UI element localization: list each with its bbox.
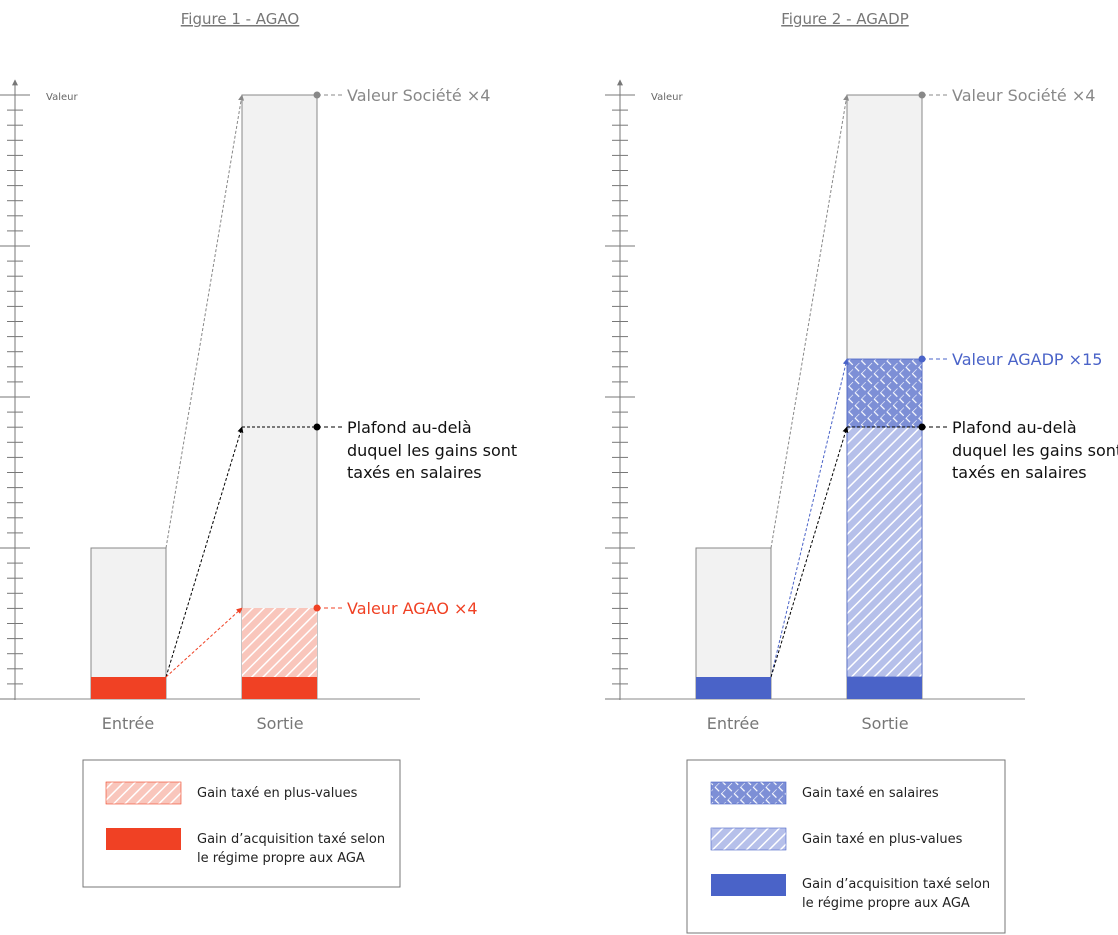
arrow-agao [165,607,243,678]
label-ceiling-2: duquel les gains sont [952,441,1118,460]
label-company-value: Valeur Société ×4 [952,86,1095,105]
legend-1: Gain taxé en plus-values Gain d’acquisit… [82,759,401,888]
label-agao-value: Valeur AGAO ×4 [347,599,478,618]
label-ceiling-1: Plafond au-delà [952,418,1077,437]
bar-sortie-capital-gain [242,608,317,677]
arrow-ceiling [165,426,244,678]
legend-item: le régime propre aux AGA [802,896,970,911]
y-axis [605,79,635,700]
legend-2: Gain taxé en salaires Gain taxé en plus-… [686,759,1006,934]
category-entree: Entrée [707,714,759,733]
figure-1: Figure 1 - AGAO Valeur Valeur Société ×4… [0,10,517,888]
axis-label: Valeur [46,92,78,103]
bar-sortie-aga-gain [847,677,922,699]
bar-entree [695,547,772,700]
label-agadp-value: Valeur AGADP ×15 [952,350,1102,369]
legend-item: Gain d’acquisition taxé selon [197,832,385,847]
legend-item: Gain taxé en plus-values [197,786,358,801]
y-axis [0,79,30,700]
bar-entree-aga-gain [91,677,166,699]
figure-1-title: Figure 1 - AGAO [181,10,299,28]
arrow-agadp [770,358,849,678]
label-company-value: Valeur Société ×4 [347,86,490,105]
legend-item: Gain taxé en salaires [802,786,939,801]
category-sortie: Sortie [256,714,303,733]
bar-entree-aga-gain [696,677,771,699]
category-sortie: Sortie [861,714,908,733]
category-entree: Entrée [102,714,154,733]
arrow-company [770,94,850,549]
label-ceiling-3: taxés en salaires [347,463,482,482]
bar-sortie-salary-gain [846,358,923,428]
bar-sortie-capital-gain [846,426,923,678]
arrow-company [165,94,245,549]
legend-item: Gain taxé en plus-values [802,832,963,847]
figure-2-title: Figure 2 - AGADP [781,10,909,28]
label-ceiling-1: Plafond au-delà [347,418,472,437]
bar-entree [90,547,167,700]
arrow-ceiling [770,426,849,678]
legend-item: Gain d’acquisition taxé selon [802,877,990,892]
label-ceiling-2: duquel les gains sont [347,441,517,460]
label-ceiling-3: taxés en salaires [952,463,1087,482]
axis-label: Valeur [651,92,683,103]
figure-2: Figure 2 - AGADP Valeur Valeur Société ×… [605,10,1118,934]
legend-item: le régime propre aux AGA [197,851,365,866]
bar-sortie-aga-gain [242,677,317,699]
bar-sortie [241,94,318,700]
